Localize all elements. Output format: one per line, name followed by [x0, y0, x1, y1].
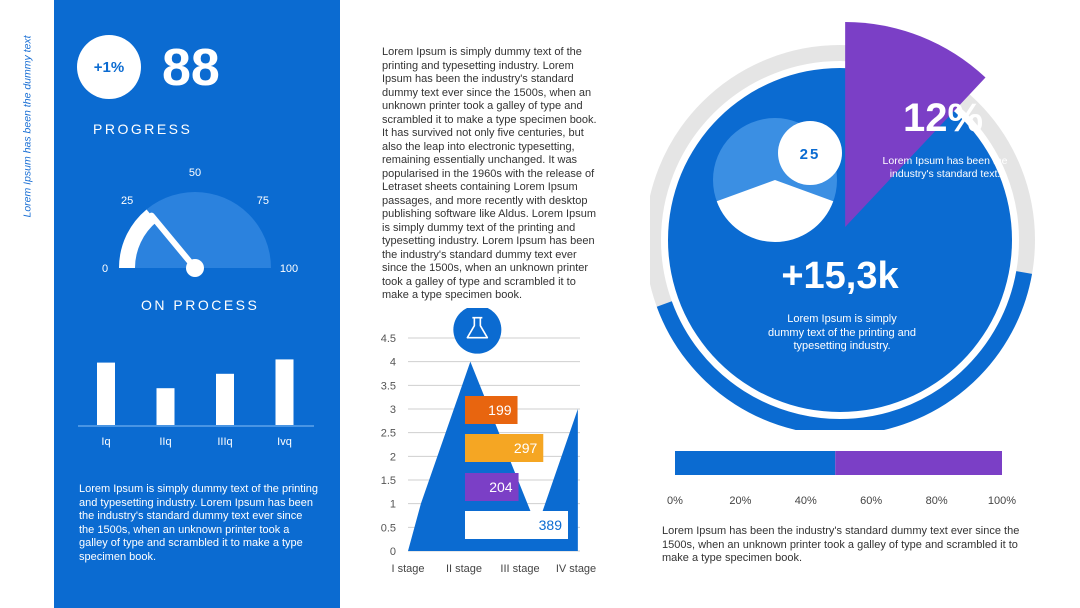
area-x-tick: I stage	[391, 563, 424, 575]
quarter-tick-label: IIIq	[217, 436, 232, 448]
right-paragraph: Lorem Ipsum has been the industry's stan…	[662, 525, 1020, 564]
progress-label: PROGRESS	[93, 121, 193, 137]
left-panel	[54, 0, 340, 608]
area-y-tick: 2	[390, 451, 396, 463]
pie-slice-highlight	[845, 21, 986, 227]
stage-box	[465, 511, 568, 539]
flask-icon-glyph	[466, 316, 489, 339]
stacked-tick-label: 100%	[988, 495, 1016, 507]
percent-badge: +1%	[77, 35, 141, 99]
pie-percent-label: 12%	[902, 96, 984, 140]
stacked-tick-label: 60%	[860, 495, 882, 507]
gauge-needle	[148, 212, 198, 271]
area-x-tick: II stage	[446, 563, 482, 575]
area-y-tick: 3	[390, 404, 396, 416]
stage-box-label: 297	[514, 440, 538, 456]
quarter-tick-label: Iq	[101, 436, 110, 448]
quarter-bar	[97, 362, 115, 425]
gauge-tick-label: 0	[102, 263, 108, 275]
area-y-tick: 3.5	[381, 380, 396, 392]
left-paragraph: Lorem Ipsum is simply dummy text of the …	[79, 483, 319, 563]
area-x-tick: IV stage	[556, 563, 596, 575]
quarter-bar-chart: Iq IIq IIIq Ivq	[78, 359, 314, 448]
stage-box-label: 204	[489, 479, 513, 495]
area-y-tick: 1	[390, 499, 396, 511]
inner-badge-circle	[778, 121, 842, 185]
stage-box	[465, 396, 518, 424]
gauge-tick-label: 25	[121, 195, 133, 207]
gauge-tick-label: 100	[280, 263, 298, 275]
gauge-tick-label: 50	[189, 167, 201, 179]
gauge-hub	[186, 259, 204, 277]
stage-box	[465, 473, 519, 501]
inner-pie-slice	[716, 180, 834, 242]
area-y-tick: 1.5	[381, 475, 396, 487]
stacked-tick-label: 0%	[667, 495, 683, 507]
quarter-bar	[275, 359, 294, 425]
inner-badge-label: 25	[800, 146, 821, 163]
stage-area-chart: 0 0.5 1 1.5 2 2.5 3 3.5 4 4.5 I stage II stage III s…	[381, 308, 596, 575]
quarter-tick-label: Ivq	[277, 436, 292, 448]
gauge-tick-label: 75	[257, 195, 269, 207]
pie-big-caption: Lorem Ipsum is simply dummy text of the …	[768, 313, 916, 352]
stacked-segment	[835, 451, 1002, 475]
gauge-track	[119, 192, 271, 268]
on-process-label: ON PROCESS	[141, 297, 260, 313]
stage-box-label: 199	[488, 402, 512, 418]
pie-percent-caption: Lorem Ipsum has been the industry's stan…	[882, 155, 1008, 180]
stacked-segment	[675, 451, 836, 475]
vertical-caption: Lorem Ipsum has been the dummy text	[21, 35, 34, 218]
stacked-bar-chart: 0% 20% 40% 60% 80% 100%	[667, 451, 1016, 507]
area-y-tick: 4	[390, 357, 396, 369]
pie-big-number: +15,3k	[781, 255, 899, 297]
area-y-tick: 2.5	[381, 428, 396, 440]
area-y-tick: 0.5	[381, 522, 396, 534]
ring-progress	[656, 271, 1033, 430]
middle-paragraph: Lorem Ipsum is simply dummy text of the …	[382, 46, 597, 301]
quarter-bar	[156, 388, 175, 425]
gauge-value-arc	[119, 209, 157, 268]
gauge-chart: 0 25 50 75 100	[102, 167, 298, 277]
stage-box	[465, 434, 544, 462]
stage-box-label: 389	[539, 517, 563, 533]
area-x-tick: III stage	[500, 563, 539, 575]
stacked-tick-label: 20%	[729, 495, 751, 507]
big-number: 88	[162, 39, 220, 97]
stacked-tick-label: 80%	[926, 495, 948, 507]
stacked-tick-label: 40%	[795, 495, 817, 507]
area-y-tick: 4.5	[381, 333, 396, 345]
quarter-bar	[216, 373, 234, 425]
area-y-tick: 0	[390, 546, 396, 558]
pie-chart: 25	[650, 21, 1035, 430]
quarter-tick-label: IIq	[159, 436, 171, 448]
flask-icon	[453, 308, 502, 354]
